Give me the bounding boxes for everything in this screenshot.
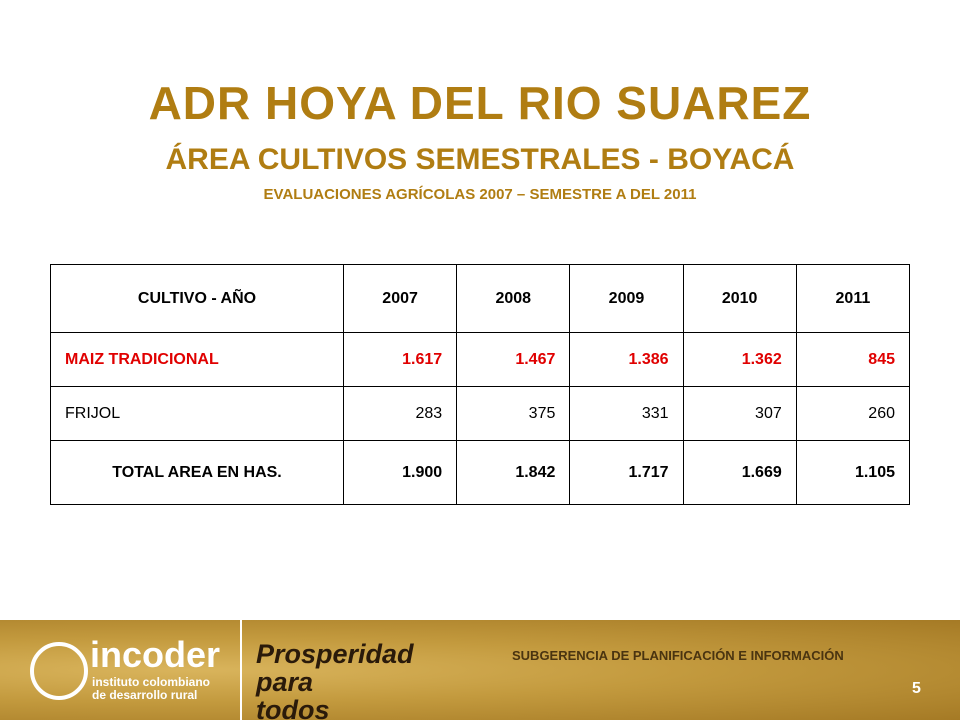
- cell: 307: [682, 386, 797, 441]
- title: ADR HOYA DEL RIO SUAREZ: [148, 77, 812, 129]
- header-cell: 2010: [682, 264, 797, 333]
- cell: 283: [342, 386, 458, 441]
- footer: incoder instituto colombiano de desarrol…: [0, 620, 960, 724]
- cell: 1.842: [456, 440, 571, 505]
- header-cell: 2008: [456, 264, 571, 333]
- subtitle: ÁREA CULTIVOS SEMESTRALES - BOYACÁ: [165, 143, 795, 176]
- total-row: TOTAL AREA EN HAS. 1.900 1.842 1.717 1.6…: [50, 440, 911, 505]
- row: MAIZ TRADICIONAL 1.617 1.467 1.386 1.362…: [50, 332, 911, 387]
- header-row: CULTIVO - AÑO 2007 2008 2009 2010 2011: [50, 264, 911, 333]
- caption: EVALUACIONES AGRÍCOLAS 2007 – SEMESTRE A…: [263, 186, 697, 203]
- cell: 1.669: [682, 440, 797, 505]
- cell: MAIZ TRADICIONAL: [50, 332, 344, 387]
- table: CULTIVO - AÑO 2007 2008 2009 2010 2011 M…: [50, 264, 911, 505]
- cell: 331: [569, 386, 684, 441]
- page-number: 5: [912, 680, 921, 697]
- cell: 375: [456, 386, 571, 441]
- department: SUBGERENCIA DE PLANIFICACIÓN E INFORMACI…: [512, 648, 844, 663]
- header-cell: 2011: [795, 264, 911, 333]
- cell: 1.362: [682, 332, 797, 387]
- header-cell: 2007: [342, 264, 458, 333]
- cell: 1.105: [795, 440, 911, 505]
- row: FRIJOL 283 375 331 307 260: [50, 386, 911, 441]
- cell: FRIJOL: [50, 386, 344, 441]
- header-cell: CULTIVO - AÑO: [50, 264, 344, 333]
- cell: 1.386: [569, 332, 684, 387]
- cell: 1.900: [342, 440, 458, 505]
- cell: 1.617: [342, 332, 458, 387]
- logo-subtitle: instituto colombiano de desarrollo rural: [92, 675, 210, 702]
- slogan: Prosperidad para todos: [256, 639, 414, 725]
- cell: TOTAL AREA EN HAS.: [50, 440, 344, 505]
- cell: 845: [795, 332, 911, 387]
- divider: [240, 620, 242, 720]
- cell: 1.467: [456, 332, 571, 387]
- cell: 260: [795, 386, 911, 441]
- logo-text: incoder: [90, 634, 221, 675]
- cell: 1.717: [569, 440, 684, 505]
- header-cell: 2009: [569, 264, 684, 333]
- logo-icon: [30, 642, 88, 700]
